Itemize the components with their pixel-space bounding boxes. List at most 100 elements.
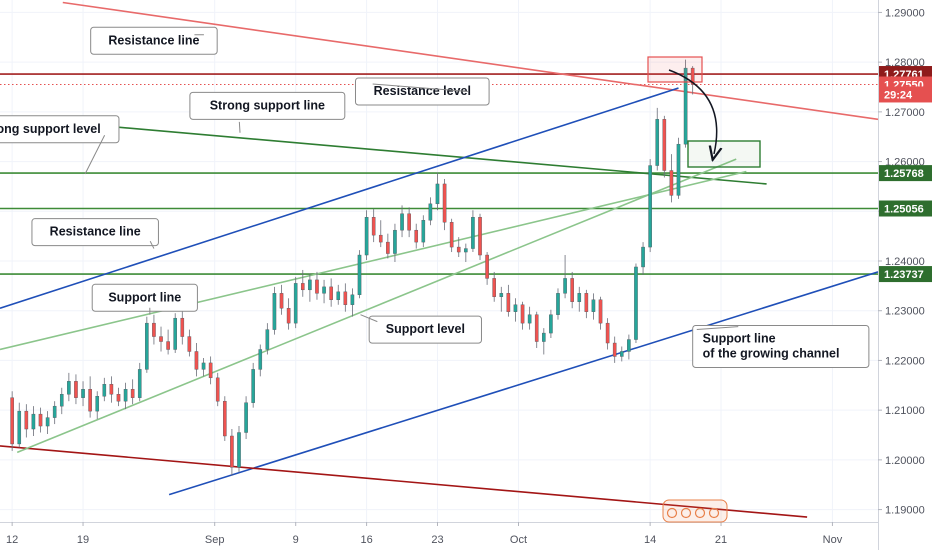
candle-body	[123, 389, 128, 402]
time-tick-label: Oct	[510, 534, 527, 546]
candle	[180, 309, 185, 345]
candle	[364, 210, 369, 261]
candle	[244, 396, 248, 439]
candle-body	[336, 291, 341, 300]
trend-line	[16, 158, 737, 454]
candle	[549, 309, 553, 339]
candle	[378, 220, 383, 248]
candle	[414, 223, 419, 249]
annotation-callout[interactable]: Support line of the growing channel	[692, 325, 870, 369]
candle	[343, 283, 348, 312]
price-tick-label: 1.24000	[885, 256, 925, 268]
price-tag: 29:24	[879, 86, 932, 103]
candle-body	[371, 217, 376, 236]
candle	[386, 233, 390, 259]
candle	[223, 396, 227, 441]
event-marker	[666, 507, 678, 519]
event-marker	[708, 507, 720, 519]
candle-body	[669, 170, 674, 196]
candle	[38, 407, 43, 433]
candle-body	[286, 308, 291, 324]
annotation-callout[interactable]: Resistance line	[90, 26, 218, 55]
candle-body	[279, 293, 284, 309]
candle	[669, 154, 674, 203]
candle-body	[272, 293, 277, 330]
candle	[251, 362, 255, 408]
candle-body	[137, 369, 142, 398]
candle	[520, 301, 525, 330]
candle-body	[180, 317, 185, 337]
annotation-callout[interactable]: Resistance level	[354, 77, 490, 106]
candle	[145, 316, 149, 373]
candle-body	[591, 299, 596, 312]
candle	[478, 213, 482, 261]
candle	[456, 237, 461, 258]
candle-body	[357, 254, 362, 296]
time-tick-label: 9	[293, 534, 299, 546]
candle	[612, 336, 617, 363]
candle	[52, 401, 57, 425]
trend-line	[0, 445, 808, 518]
candle	[407, 207, 411, 238]
candle-body	[38, 413, 43, 427]
candle-body	[407, 213, 411, 231]
candle-body	[215, 377, 220, 402]
candle	[286, 298, 291, 330]
plot-area[interactable]: Resistance line Resistance level Strong su…	[0, 1, 878, 518]
price-tick-label: 1.20000	[885, 455, 925, 467]
candle	[59, 387, 64, 415]
candle-body	[208, 362, 213, 379]
annotation-box	[90, 26, 218, 55]
candle-body	[584, 293, 589, 312]
time-axis[interactable]: 12 19 Sep 9 16 23 Oct 14 21 Nov	[6, 522, 843, 546]
candle	[137, 362, 142, 402]
annotation-callout[interactable]: Strong support line	[189, 91, 346, 120]
candle	[215, 372, 220, 407]
candle	[449, 218, 454, 253]
annotation-callout[interactable]: Resistance line	[31, 218, 159, 247]
annotation-box	[91, 283, 198, 312]
candle-body	[683, 67, 688, 145]
candle	[471, 210, 475, 253]
candle	[598, 296, 603, 330]
candle-body	[513, 304, 518, 312]
candle-body	[641, 246, 645, 268]
candle-body	[322, 286, 326, 294]
candle	[95, 391, 100, 420]
candle-body	[159, 336, 163, 342]
candle-body	[343, 291, 348, 305]
candle-body	[627, 339, 631, 352]
annotation-callout[interactable]: Support line	[91, 283, 198, 312]
price-tag-background	[879, 165, 932, 182]
candle	[542, 328, 546, 355]
candle	[485, 252, 489, 285]
annotation-callout[interactable]: Support level	[368, 315, 482, 344]
price-tick-label: 1.19000	[885, 505, 925, 517]
candle	[102, 377, 107, 402]
candle-body	[52, 405, 57, 418]
annotation-leader-line	[360, 314, 378, 323]
candle-body	[237, 432, 241, 468]
candle-body	[662, 119, 667, 171]
candle	[17, 402, 22, 448]
price-tag-background	[879, 200, 932, 217]
candle	[258, 344, 263, 377]
candle	[591, 293, 596, 320]
candle	[435, 172, 440, 211]
candle	[74, 374, 78, 405]
candle	[400, 205, 404, 238]
candle	[123, 382, 128, 410]
candle-body	[563, 278, 567, 294]
candle	[208, 356, 213, 385]
candle-body	[619, 351, 624, 357]
candle	[421, 215, 426, 248]
candle	[556, 288, 560, 320]
candle	[166, 329, 170, 355]
candle-body	[88, 389, 92, 412]
annotation-callout[interactable]: ong support level	[0, 115, 120, 144]
trend-line	[168, 271, 878, 496]
annotation-leader-line	[372, 83, 468, 92]
price-tag-label: 29:24	[884, 89, 913, 101]
